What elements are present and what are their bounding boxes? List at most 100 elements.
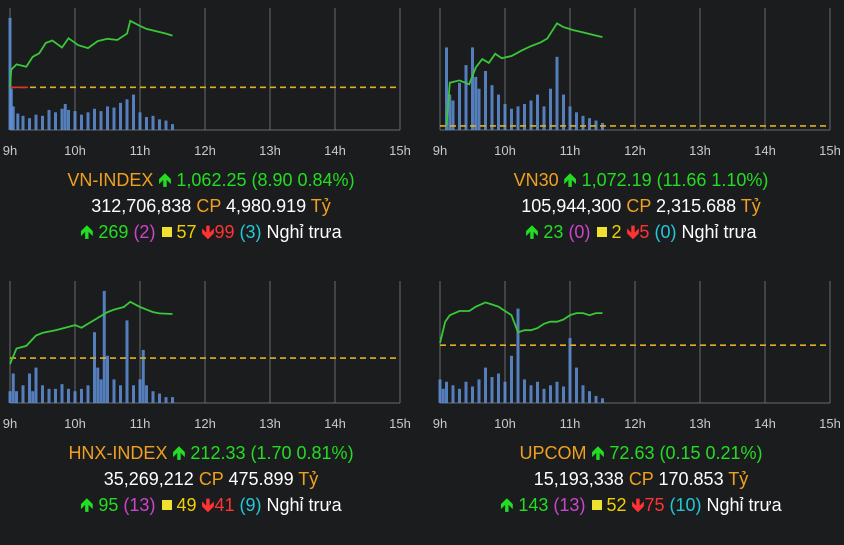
index-change: (8.90 0.84%) bbox=[251, 170, 355, 190]
x-tick-label: 10h bbox=[64, 143, 86, 158]
up-arrow-icon: 🡹 bbox=[591, 443, 605, 463]
volume-bar bbox=[464, 381, 468, 403]
x-tick-label: 12h bbox=[624, 416, 646, 431]
x-tick-label: 9h bbox=[3, 416, 17, 431]
price-line bbox=[9, 19, 173, 88]
index-change: (1.70 0.81%) bbox=[250, 443, 354, 463]
volume-bar bbox=[448, 94, 452, 130]
volume-bar bbox=[451, 100, 455, 130]
volume-bar bbox=[484, 71, 487, 130]
unit-cp: CP bbox=[628, 469, 654, 489]
index-chart: 9h 10h 11h 12h 13h 14h 15h bbox=[433, 8, 841, 158]
volume-bar bbox=[555, 56, 559, 131]
volume-bar bbox=[581, 385, 585, 403]
unit-cp: CP bbox=[198, 469, 224, 489]
x-tick-label: 10h bbox=[64, 416, 86, 431]
index-change: (11.66 1.10%) bbox=[656, 170, 769, 190]
trade-summary: 35,269,212 CP 475.899 Tỷ bbox=[0, 466, 422, 492]
unit-ty: Tỷ bbox=[310, 196, 331, 216]
volume-bar bbox=[497, 373, 500, 403]
volume-bar bbox=[510, 355, 513, 403]
volume-bar bbox=[119, 102, 122, 130]
x-tick-label: 11h bbox=[130, 416, 151, 431]
volume-bar bbox=[510, 108, 513, 130]
volume-bar bbox=[132, 94, 135, 130]
volume-bar bbox=[21, 115, 25, 130]
x-tick-label: 14h bbox=[754, 143, 776, 158]
volume-bar bbox=[54, 388, 57, 403]
volume-bar bbox=[542, 388, 546, 403]
volume-bar bbox=[60, 108, 64, 130]
unit-ty: Tỷ bbox=[728, 469, 749, 489]
volume-text: 35,269,212 bbox=[103, 469, 194, 489]
index-summary: HNX-INDEX 🡹 212.33 (1.70 0.81%) bbox=[0, 440, 422, 466]
x-tick-label: 14h bbox=[324, 143, 346, 158]
x-tick-label: 9h bbox=[433, 416, 447, 431]
down-count: 75 bbox=[644, 495, 665, 515]
ceiling-count: (13) bbox=[123, 495, 156, 515]
index-summary: UPCOM 🡹 72.63 (0.15 0.21%) bbox=[430, 440, 844, 466]
volume-bar bbox=[536, 381, 539, 403]
volume-bar bbox=[145, 385, 148, 403]
volume-bar bbox=[73, 391, 77, 403]
index-name: UPCOM bbox=[519, 443, 587, 463]
index-summary: VN-INDEX 🡹 1,062.25 (8.90 0.84%) bbox=[0, 167, 422, 193]
trade-summary: 15,193,338 CP 170.853 Tỷ bbox=[430, 466, 844, 492]
volume-bar bbox=[164, 120, 168, 130]
up-arrow-icon: 🡹 bbox=[80, 222, 94, 242]
floor-count: (9) bbox=[239, 495, 262, 515]
volume-bar bbox=[96, 367, 100, 403]
up-arrow-icon: 🡹 bbox=[500, 495, 514, 515]
session-status: Nghỉ trưa bbox=[266, 222, 342, 242]
square-icon bbox=[597, 227, 608, 237]
volume-bar bbox=[477, 88, 481, 130]
volume-bar bbox=[80, 114, 83, 130]
volume-bar bbox=[171, 124, 174, 130]
volume-bar bbox=[594, 395, 598, 403]
volume-bar bbox=[549, 88, 552, 130]
volume-bar bbox=[67, 109, 70, 130]
volume-bar bbox=[568, 106, 572, 130]
x-tick-label: 11h bbox=[560, 416, 581, 431]
volume-bar bbox=[9, 88, 13, 130]
x-tick-label: 10h bbox=[494, 143, 516, 158]
volume-bar bbox=[125, 99, 129, 130]
index-value: 212.33 bbox=[190, 443, 246, 463]
index-panel: 9h 10h 11h 12h 13h 14h 15h HNX-INDEX 🡹 212.33 (… bbox=[0, 273, 422, 545]
floor-count: (0) bbox=[654, 222, 677, 242]
volume-text: 312,706,838 bbox=[91, 196, 192, 216]
volume-bar bbox=[516, 106, 520, 130]
volume-bar bbox=[16, 113, 20, 130]
volume-bar bbox=[445, 381, 448, 403]
breadth-summary: 🡹 23 (0) 2 🡻5 (0) Nghỉ trưa bbox=[430, 219, 844, 245]
volume-bar bbox=[458, 388, 461, 403]
volume-bar bbox=[464, 65, 468, 130]
volume-bar bbox=[145, 117, 148, 130]
volume-bar bbox=[21, 385, 25, 403]
up-arrow-icon: 🡹 bbox=[80, 495, 94, 515]
ceiling-count: (0) bbox=[568, 222, 591, 242]
volume-bar bbox=[28, 118, 31, 130]
up-arrow-icon: 🡹 bbox=[158, 170, 172, 190]
volume-bar bbox=[497, 94, 500, 130]
volume-bar bbox=[588, 391, 591, 403]
volume-bar bbox=[8, 17, 12, 130]
volume-bar bbox=[86, 112, 90, 130]
index-value: 1,062.25 bbox=[176, 170, 247, 190]
volume-bar bbox=[119, 385, 122, 403]
index-panel: 9h 10h 11h 12h 13h 14h 15h VN-INDEX 🡹 1,062.25 … bbox=[0, 0, 422, 272]
price-line bbox=[439, 301, 603, 344]
volume-bar bbox=[471, 386, 474, 403]
down-arrow-icon: 🡻 bbox=[201, 222, 215, 242]
floor-count: (10) bbox=[669, 495, 702, 515]
session-status: Nghỉ trưa bbox=[266, 495, 342, 515]
x-tick-label: 14h bbox=[754, 416, 776, 431]
breadth-summary: 🡹 269 (2) 57 🡻99 (3) Nghỉ trưa bbox=[0, 219, 422, 245]
volume-bar bbox=[451, 385, 455, 403]
volume-bar bbox=[8, 391, 12, 403]
down-arrow-icon: 🡻 bbox=[626, 222, 640, 242]
down-count: 99 bbox=[214, 222, 235, 242]
volume-bar bbox=[99, 379, 103, 403]
floor-count: (3) bbox=[239, 222, 262, 242]
value-text: 2,315.688 bbox=[656, 196, 737, 216]
